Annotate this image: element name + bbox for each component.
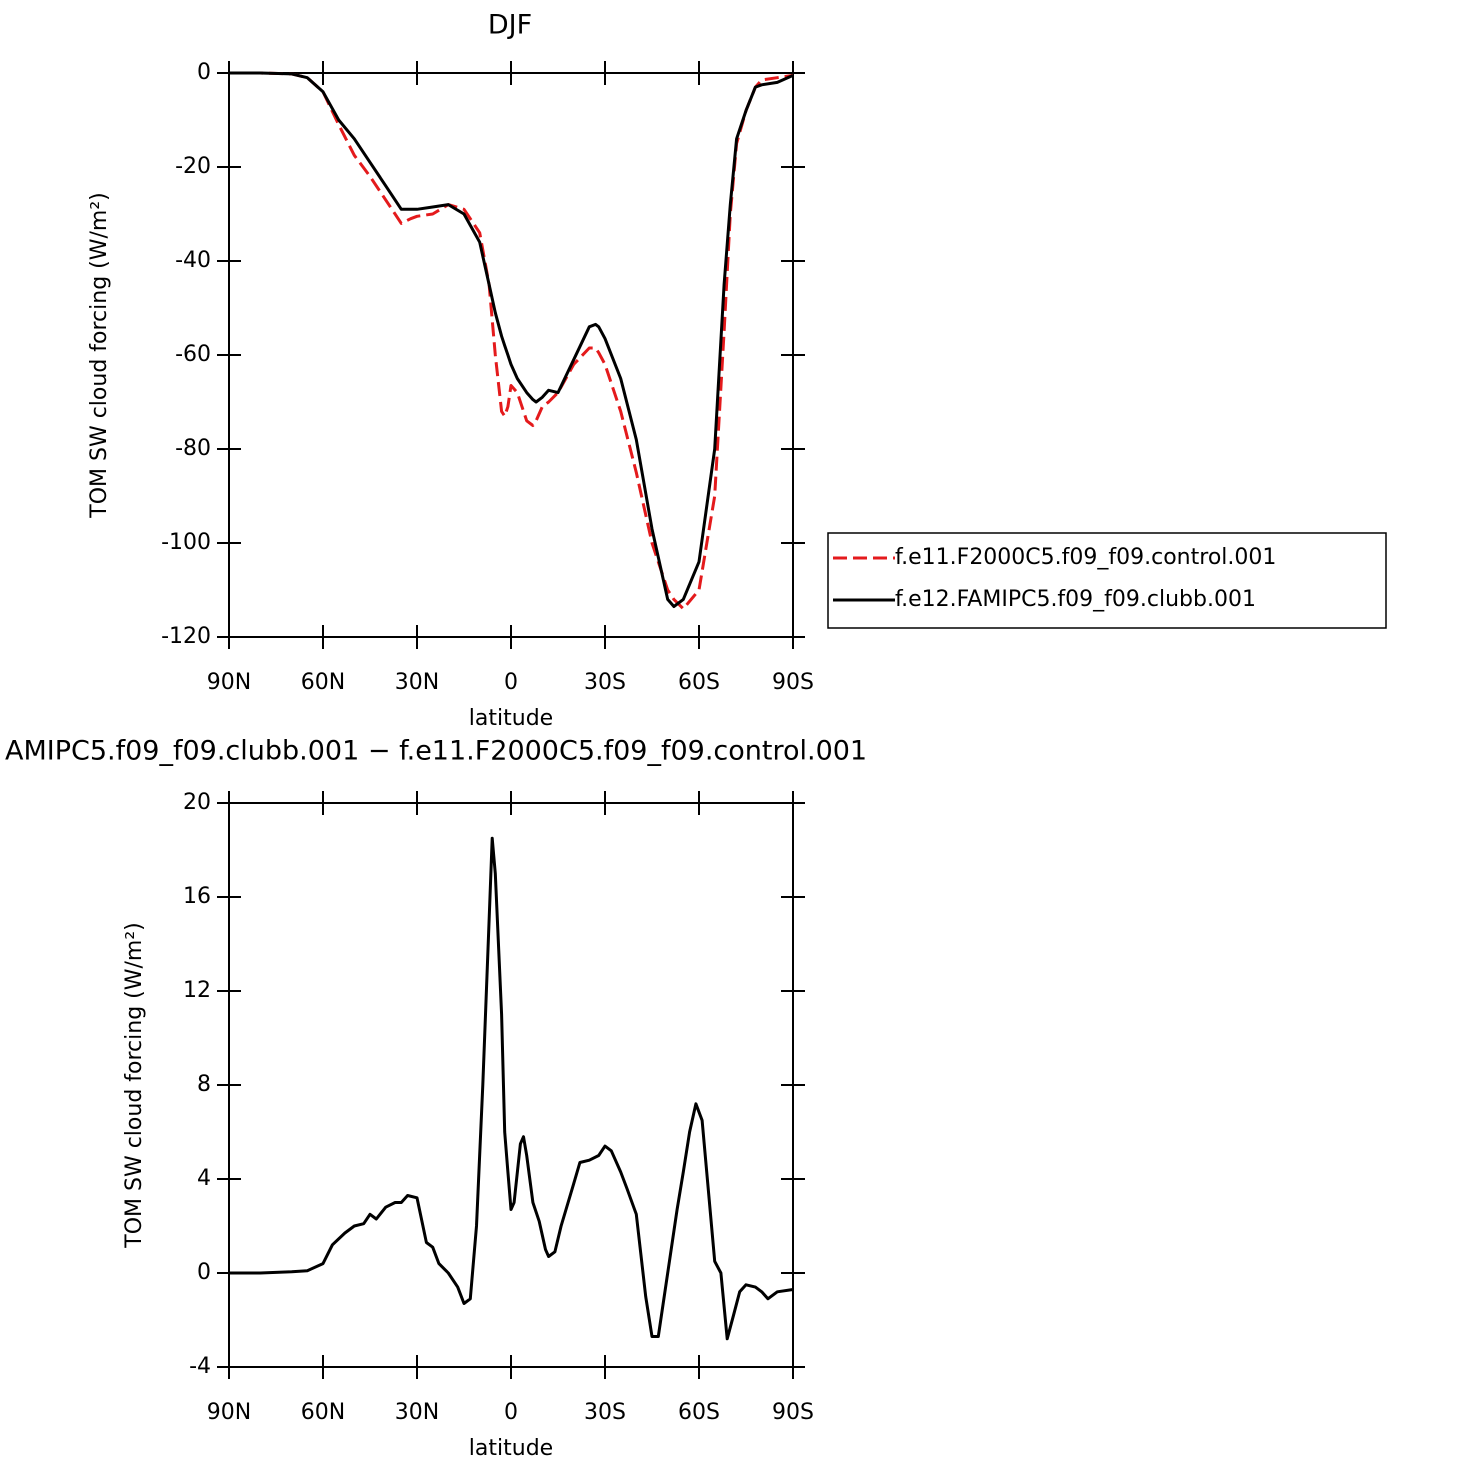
x-tick-label: 0 <box>504 1400 518 1425</box>
x-tick-label: 60N <box>301 1400 345 1425</box>
plot-frame <box>228 72 794 638</box>
chart-title: AMIPC5.f09_f09.clubb.001 − f.e11.F2000C5… <box>5 736 867 767</box>
y-tick-label: 20 <box>183 790 211 815</box>
plot-frame <box>228 802 794 1368</box>
y-tick-label: -40 <box>175 248 211 273</box>
y-tick-label: -20 <box>175 154 211 179</box>
y-tick-label: -60 <box>175 342 211 367</box>
data-line <box>229 71 794 608</box>
y-tick-label: 12 <box>183 978 211 1003</box>
y-tick-label: 8 <box>197 1072 211 1097</box>
y-tick-label: -80 <box>175 436 211 461</box>
x-tick-label: 30N <box>395 1400 439 1425</box>
x-tick-label: 90N <box>207 670 251 695</box>
x-tick-label: 60S <box>678 1400 720 1425</box>
x-tick-label: 30N <box>395 670 439 695</box>
x-axis-label: latitude <box>469 706 553 731</box>
x-tick-label: 90S <box>772 670 814 695</box>
y-tick-label: -120 <box>161 624 211 649</box>
x-tick-label: 90N <box>207 1400 251 1425</box>
legend-box <box>827 532 1387 629</box>
legend-label: f.e12.FAMIPC5.f09_f09.clubb.001 <box>895 587 1256 612</box>
legend-label: f.e11.F2000C5.f09_f09.control.001 <box>895 545 1276 570</box>
data-line <box>229 71 794 611</box>
x-tick-label: 60S <box>678 670 720 695</box>
data-line <box>229 836 794 1341</box>
y-tick-label: -4 <box>189 1354 211 1379</box>
x-tick-label: 60N <box>301 670 345 695</box>
y-axis-label: TOM SW cloud forcing (W/m²) <box>87 192 112 518</box>
x-tick-label: 0 <box>504 670 518 695</box>
x-tick-label: 30S <box>584 670 626 695</box>
y-tick-label: 4 <box>197 1166 211 1191</box>
y-tick-label: 0 <box>197 60 211 85</box>
y-tick-label: 0 <box>197 1260 211 1285</box>
x-tick-label: 90S <box>772 1400 814 1425</box>
chart-title: DJF <box>488 10 532 41</box>
y-tick-label: -100 <box>161 530 211 555</box>
x-tick-label: 30S <box>584 1400 626 1425</box>
y-tick-label: 16 <box>183 884 211 909</box>
x-axis-label: latitude <box>469 1436 553 1461</box>
y-axis-label: TOM SW cloud forcing (W/m²) <box>122 922 147 1248</box>
